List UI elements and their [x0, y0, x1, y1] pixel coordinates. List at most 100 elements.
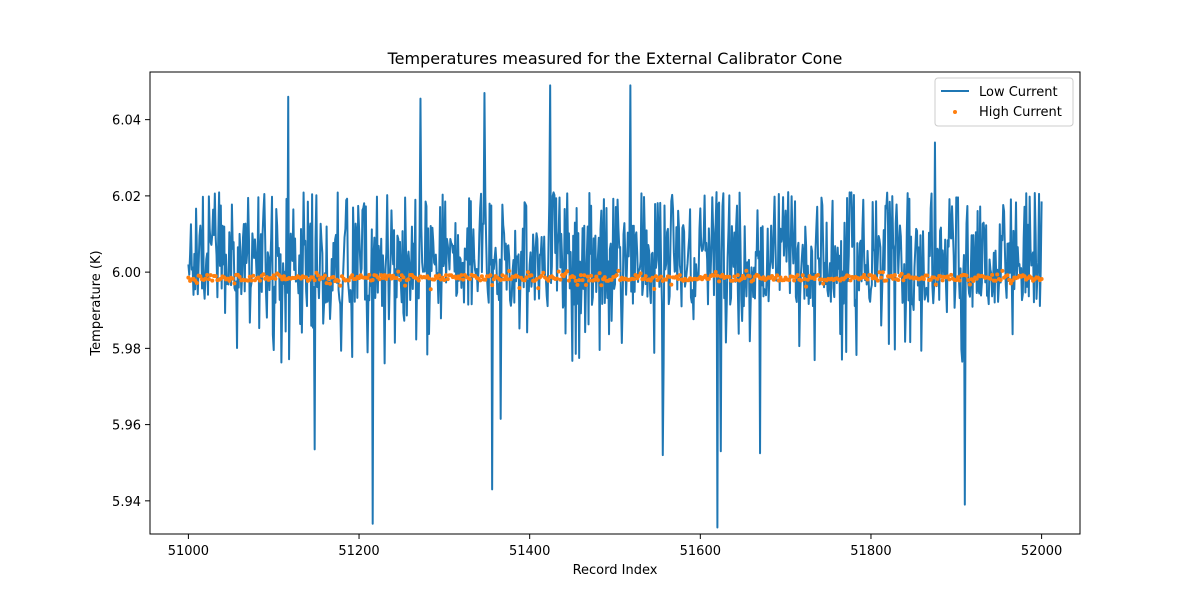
high-current-point — [993, 278, 998, 283]
plot-frame — [149, 71, 1081, 535]
high-current-point — [795, 273, 800, 278]
high-current-point — [394, 275, 399, 280]
high-current-point — [502, 277, 507, 282]
high-current-point — [932, 275, 937, 280]
high-current-point — [556, 269, 561, 274]
high-current-point — [583, 283, 588, 288]
y-tick-label: 6.02 — [112, 190, 141, 205]
y-tick-label: 5.98 — [112, 342, 141, 357]
high-current-point — [790, 274, 795, 279]
high-current-point — [776, 278, 781, 283]
high-current-point — [467, 277, 472, 282]
high-current-point — [428, 287, 433, 292]
high-current-point — [643, 274, 648, 279]
y-tick-label: 5.94 — [112, 495, 141, 510]
high-current-point — [805, 277, 810, 282]
high-current-point — [875, 278, 880, 283]
high-current-point — [1000, 268, 1005, 273]
high-current-point — [727, 274, 732, 279]
high-current-point — [594, 274, 599, 279]
high-current-point — [1005, 273, 1010, 278]
high-current-point — [406, 277, 411, 282]
high-current-point — [379, 273, 384, 278]
high-current-point — [377, 277, 382, 282]
high-current-point — [572, 275, 577, 280]
high-current-point — [261, 272, 266, 277]
high-current-point — [529, 273, 534, 278]
high-current-point — [799, 278, 803, 283]
high-current-point — [324, 281, 329, 286]
high-current-point — [800, 273, 805, 278]
high-current-point — [515, 274, 520, 279]
high-current-point — [967, 282, 972, 287]
high-current-point — [432, 277, 437, 282]
high-current-point — [445, 277, 450, 282]
high-current-point — [995, 272, 1000, 277]
high-current-point — [490, 283, 495, 288]
high-current-point — [879, 275, 884, 280]
high-current-point — [312, 278, 317, 283]
high-current-point — [821, 281, 826, 286]
high-current-point — [947, 277, 952, 282]
y-tick-label: 6.04 — [112, 114, 141, 129]
high-current-point — [595, 278, 600, 283]
axes-layer: 51000 51200 51400 51600 51800 52000 5.94 5.96 5.… — [112, 114, 1062, 559]
high-current-point — [891, 276, 896, 281]
high-current-point — [988, 276, 993, 281]
high-current-point — [522, 278, 527, 283]
high-current-point — [587, 278, 592, 283]
high-current-point — [616, 268, 621, 273]
high-current-point — [804, 284, 809, 289]
high-current-point — [198, 274, 203, 279]
high-current-point — [889, 273, 894, 278]
high-current-point — [769, 274, 774, 279]
high-current-point — [614, 273, 619, 278]
high-current-point — [498, 278, 503, 283]
high-current-point — [717, 279, 722, 284]
x-tick-label: 51800 — [850, 544, 891, 559]
high-current-point — [599, 283, 604, 288]
high-current-point — [258, 278, 263, 283]
high-current-point — [816, 273, 821, 278]
high-current-point — [326, 276, 331, 281]
high-current-point — [747, 274, 752, 279]
high-current-point — [403, 283, 408, 288]
legend-low-current-label: Low Current — [979, 85, 1058, 100]
high-current-point — [256, 275, 261, 280]
high-current-point — [416, 278, 421, 283]
high-current-point — [397, 277, 402, 282]
high-current-point — [974, 276, 979, 281]
y-axis-label: Temperature (K) — [89, 250, 104, 356]
high-current-point — [998, 277, 1003, 282]
high-current-point — [862, 272, 867, 277]
high-current-point — [631, 277, 636, 282]
series-low-current-line — [187, 84, 1043, 529]
high-current-point — [580, 278, 585, 283]
high-current-point — [582, 273, 587, 278]
high-current-point — [273, 276, 278, 281]
high-current-point — [848, 278, 853, 283]
high-current-point — [365, 275, 370, 280]
high-current-point — [703, 273, 708, 278]
high-current-point — [367, 272, 372, 277]
high-current-point — [479, 274, 484, 279]
high-current-point — [401, 275, 406, 280]
high-current-point — [1039, 276, 1044, 281]
high-current-point — [653, 274, 658, 279]
high-current-point — [884, 278, 889, 283]
high-current-point — [966, 278, 971, 283]
high-current-point — [461, 277, 466, 282]
high-current-point — [427, 276, 431, 281]
high-current-point — [957, 278, 962, 283]
high-current-point — [541, 270, 546, 275]
high-current-point — [249, 278, 254, 283]
high-current-point — [575, 282, 580, 287]
high-current-point — [812, 276, 817, 281]
high-current-point — [602, 275, 607, 280]
high-current-point — [945, 274, 950, 279]
y-tick-label: 6.00 — [112, 266, 141, 281]
high-current-point — [442, 277, 447, 282]
x-tick-label: 51400 — [509, 544, 550, 559]
high-current-point — [304, 275, 309, 280]
high-current-point — [444, 273, 449, 278]
